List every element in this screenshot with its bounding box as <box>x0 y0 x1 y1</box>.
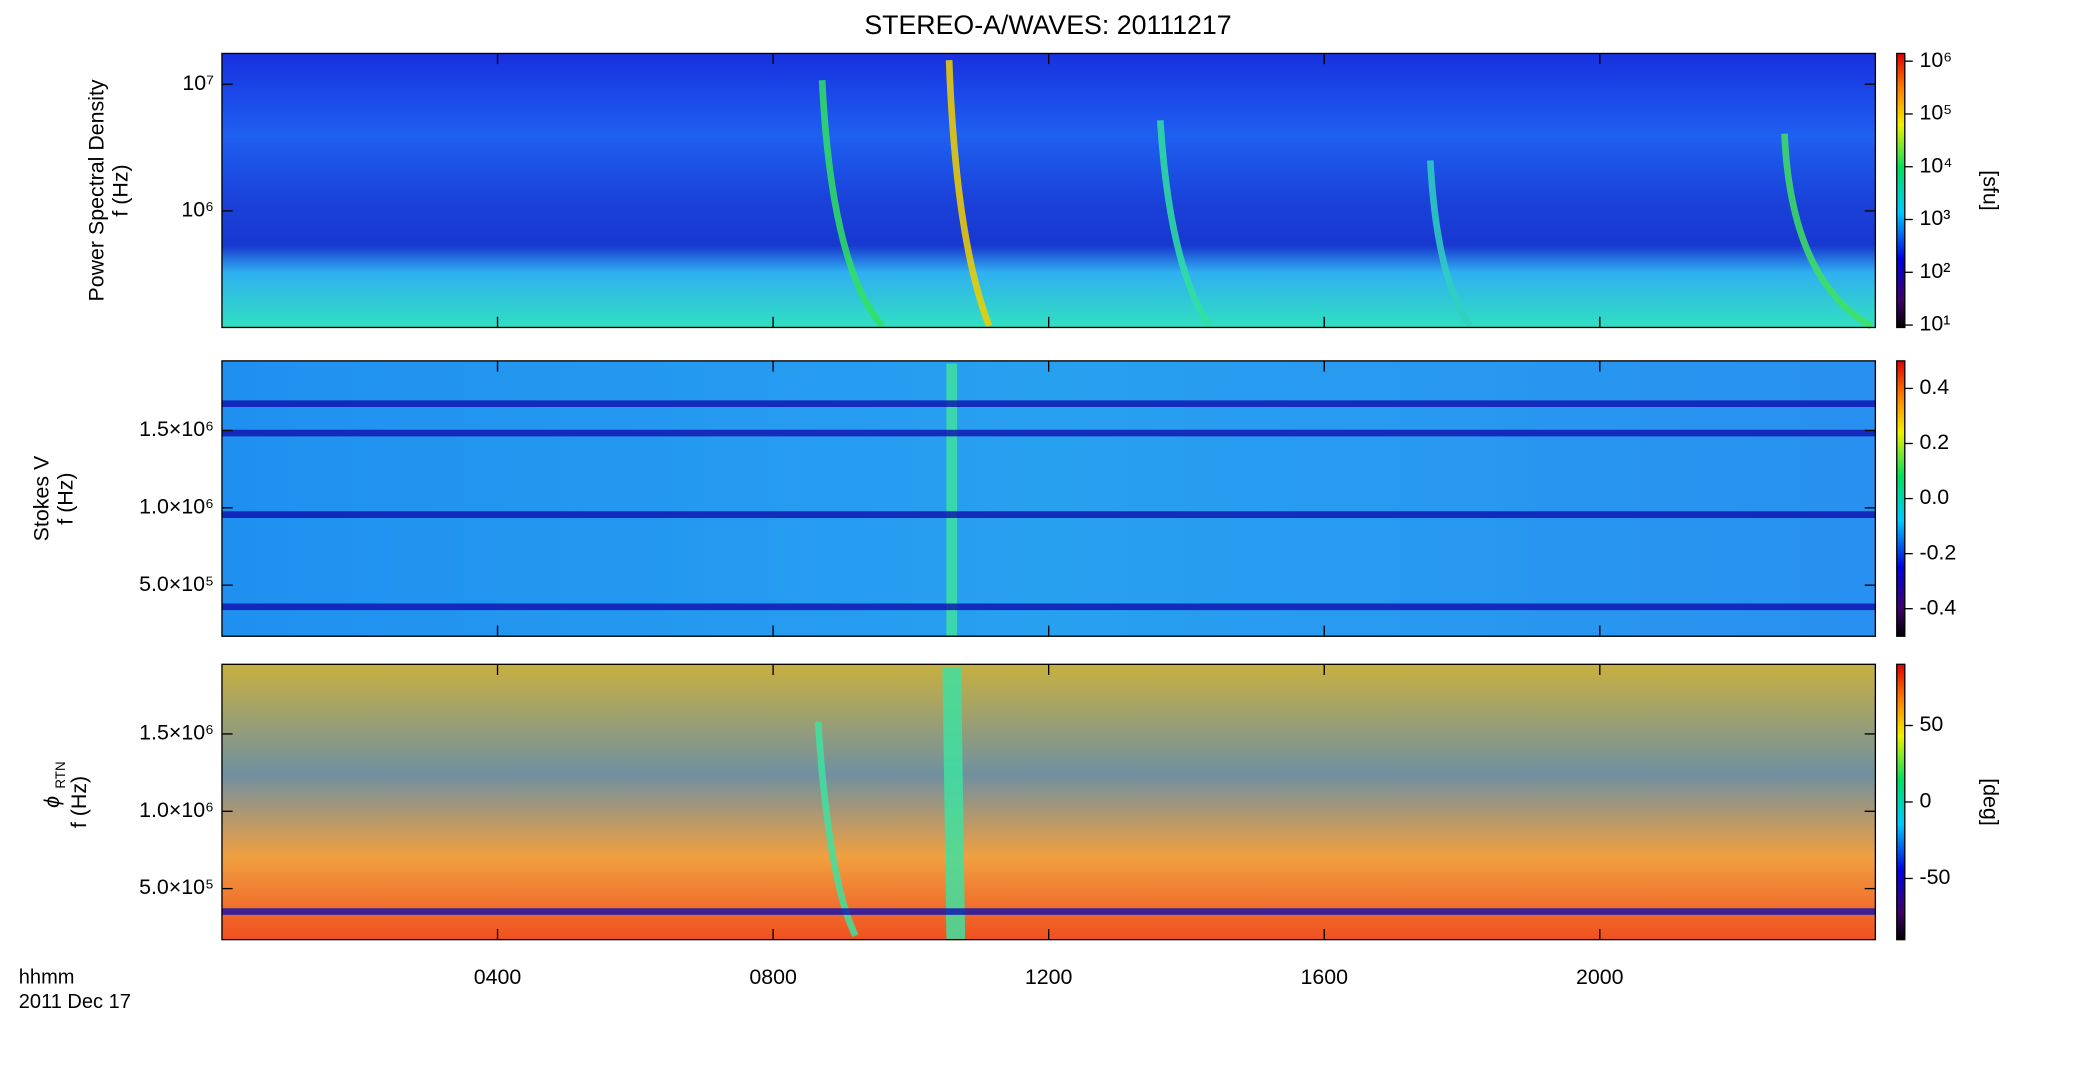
colorbar-tick-label: 10⁶ <box>1919 48 1952 72</box>
y-tick-label: 10⁶ <box>181 198 214 222</box>
colorbar-tick-label: 10² <box>1919 259 1950 283</box>
colorbar <box>1896 52 1906 329</box>
y-axis-unit: f (Hz) <box>108 164 132 216</box>
y-axis-label-text: Stokes V <box>29 455 53 541</box>
y-tick-label: 1.0×10⁶ <box>139 494 214 518</box>
colorbar-tick-label: 10¹ <box>1919 312 1950 336</box>
colorbar-tick-label: 10⁵ <box>1919 101 1952 125</box>
colorbar-tick-label: -50 <box>1919 865 1950 889</box>
colorbar-label: [deg] <box>1978 778 2002 826</box>
x-tick-label: 2000 <box>1576 965 1624 989</box>
y-axis-unit: f (Hz) <box>67 776 91 828</box>
y-axis-label-symbol: ϕ <box>40 796 64 808</box>
y-axis-unit: f (Hz) <box>54 472 78 524</box>
colorbar-tick-label: 0.4 <box>1919 375 1949 399</box>
colorbar <box>1896 360 1906 637</box>
colorbar <box>1896 663 1906 941</box>
colorbar-tick-label: 0 <box>1919 789 1931 813</box>
x-axis-label: hhmm <box>19 967 75 989</box>
y-axis-label-subscript: RTN <box>53 761 68 788</box>
y-tick-label: 1.0×10⁶ <box>139 798 214 822</box>
x-tick-label: 0400 <box>474 965 522 989</box>
chart-title: STEREO-A/WAVES: 20111217 <box>864 10 1231 40</box>
colorbar-tick-label: -0.2 <box>1919 540 1956 564</box>
y-axis-label-text: Power Spectral Density <box>84 79 108 301</box>
y-axis-label: Power Spectral Density f (Hz) <box>84 79 132 301</box>
y-tick-label: 1.5×10⁶ <box>139 721 214 745</box>
spectrogram-background <box>221 53 1876 940</box>
colorbar-tick-label: -0.4 <box>1919 595 1956 619</box>
date-label: 2011 Dec 17 <box>19 991 131 1013</box>
colorbar-tick-label: 0.2 <box>1919 430 1949 454</box>
colorbar-tick-label: 10⁴ <box>1919 153 1952 177</box>
y-tick-label: 5.0×10⁵ <box>139 875 214 899</box>
y-tick-label: 10⁷ <box>182 71 214 95</box>
colorbar-label-text: [sfu] <box>1978 170 2002 210</box>
colorbar-label-text: [deg] <box>1978 778 2002 826</box>
x-tick-label: 1600 <box>1300 965 1348 989</box>
colorbar-label: [sfu] <box>1978 170 2002 210</box>
x-tick-label: 1200 <box>1025 965 1073 989</box>
y-tick-label: 1.5×10⁶ <box>139 417 214 441</box>
colorbar-tick-label: 50 <box>1919 712 1943 736</box>
x-tick-label: 0800 <box>749 965 797 989</box>
colorbar-tick-label: 0.0 <box>1919 485 1949 509</box>
y-tick-label: 5.0×10⁵ <box>139 572 214 596</box>
colorbar-tick-label: 10³ <box>1919 206 1950 230</box>
